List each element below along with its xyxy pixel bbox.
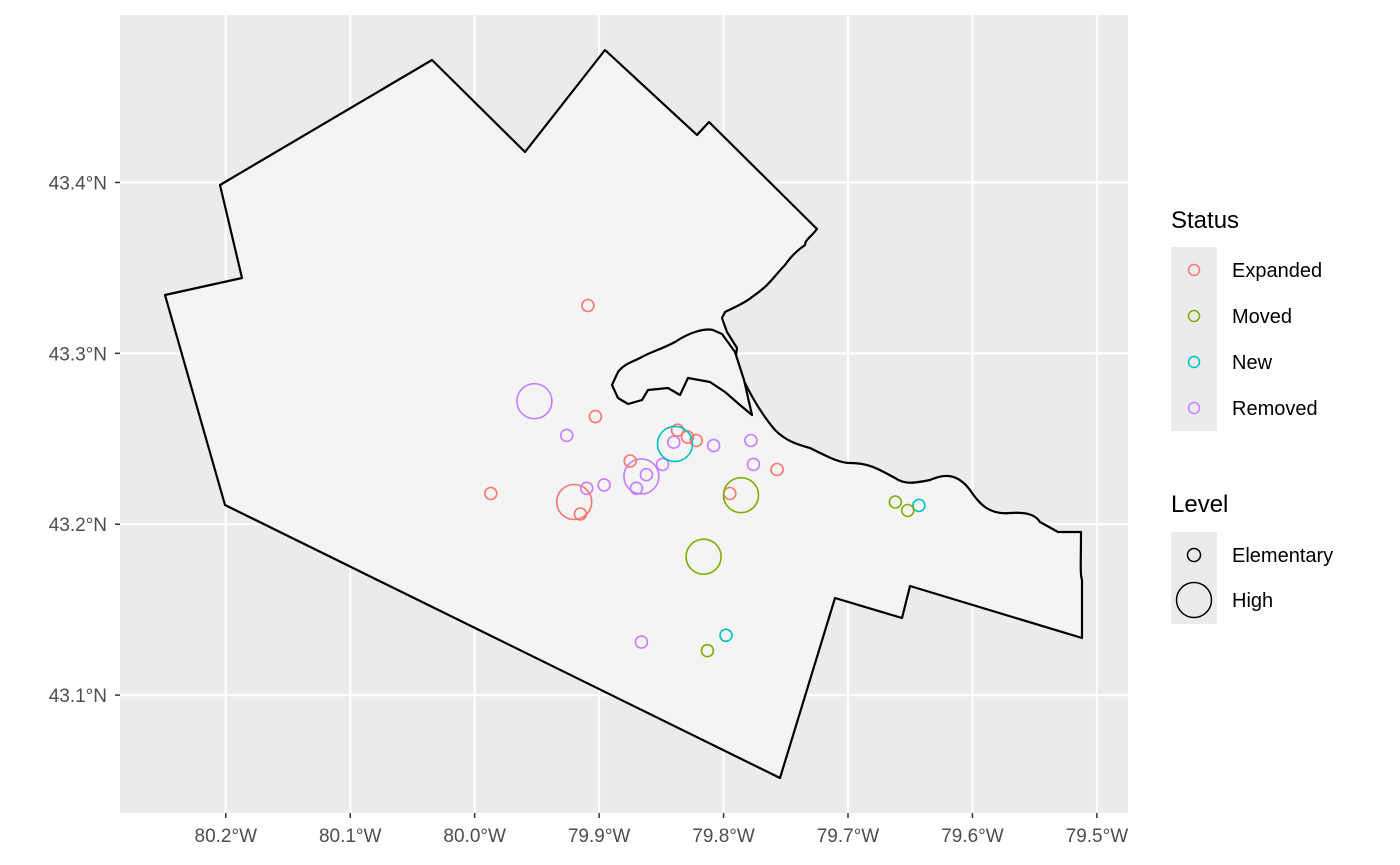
- school-point-moved: [722, 476, 760, 514]
- x-tick-label: 80.1°W: [319, 826, 382, 847]
- school-point-expanded: [555, 483, 593, 521]
- harbour-outline: [610, 328, 754, 417]
- legend-label-moved: Moved: [1232, 306, 1292, 328]
- legend-label-high: High: [1232, 590, 1273, 612]
- y-tick-label: 43.4°N: [49, 173, 107, 194]
- school-point-expanded: [623, 454, 638, 468]
- school-point-moved: [685, 538, 722, 576]
- legend-level-title: Level: [1171, 491, 1228, 518]
- legend-level: Level Elementary High: [1171, 491, 1333, 624]
- school-point-removed: [655, 457, 670, 472]
- axes: 80.2°W 80.1°W 80.0°W 79.9°W 79.8°W 79.7°W 79.6…: [49, 173, 1129, 847]
- legend-level-key-bg: [1171, 532, 1217, 624]
- legend-key-high: [1175, 581, 1213, 619]
- x-tick-label: 79.6°W: [941, 826, 1004, 847]
- school-point-expanded: [588, 409, 603, 424]
- x-tick-label: 79.8°W: [692, 826, 755, 847]
- school-point-new: [656, 425, 694, 463]
- legend-key-elementary: [1186, 547, 1202, 563]
- legend-status-title: Status: [1171, 207, 1239, 234]
- legend-key-moved: [1187, 309, 1201, 323]
- x-tick-label: 80.2°W: [195, 826, 258, 847]
- school-point-removed: [629, 481, 644, 496]
- region-boundary: [163, 48, 1084, 780]
- school-point-removed: [744, 433, 758, 448]
- y-tick-label: 43.1°N: [49, 686, 107, 707]
- school-point-moved: [900, 503, 915, 518]
- y-tick-label: 43.2°N: [49, 515, 107, 536]
- school-point-removed: [746, 457, 761, 472]
- legend-label-removed: Removed: [1232, 398, 1318, 420]
- legend-status: Status Expanded Moved New Removed: [1171, 207, 1322, 431]
- school-point-expanded: [670, 423, 685, 438]
- legend-label-expanded: Expanded: [1232, 260, 1322, 282]
- school-point-removed: [597, 478, 611, 492]
- school-point-removed: [516, 382, 553, 420]
- school-point-expanded: [573, 507, 588, 521]
- school-point-removed: [579, 481, 594, 496]
- school-point-new: [912, 498, 926, 513]
- legend-key-removed: [1187, 401, 1201, 415]
- school-point-removed: [634, 635, 649, 649]
- school-points: [483, 298, 926, 658]
- school-point-new: [719, 628, 733, 643]
- school-point-removed: [706, 438, 721, 453]
- x-tick-label: 80.0°W: [443, 826, 506, 847]
- legend-label-new: New: [1232, 352, 1273, 374]
- school-point-removed: [666, 435, 681, 450]
- legend-key-new: [1187, 355, 1201, 369]
- school-point-expanded: [770, 462, 784, 477]
- school-point-moved: [888, 495, 903, 509]
- school-point-removed: [623, 458, 660, 495]
- legend-status-key-bg: [1171, 247, 1217, 431]
- x-tick-label: 79.9°W: [568, 826, 631, 847]
- school-point-moved: [700, 643, 715, 658]
- school-point-removed: [639, 467, 654, 482]
- school-point-removed: [559, 428, 574, 443]
- x-tick-label: 79.5°W: [1066, 826, 1129, 847]
- legend-label-elementary: Elementary: [1232, 545, 1333, 567]
- legend-key-expanded: [1187, 263, 1201, 277]
- school-point-expanded: [689, 433, 704, 448]
- y-tick-label: 43.3°N: [49, 344, 107, 365]
- school-point-expanded: [483, 486, 498, 501]
- school-point-expanded: [581, 298, 595, 313]
- x-tick-label: 79.7°W: [817, 826, 880, 847]
